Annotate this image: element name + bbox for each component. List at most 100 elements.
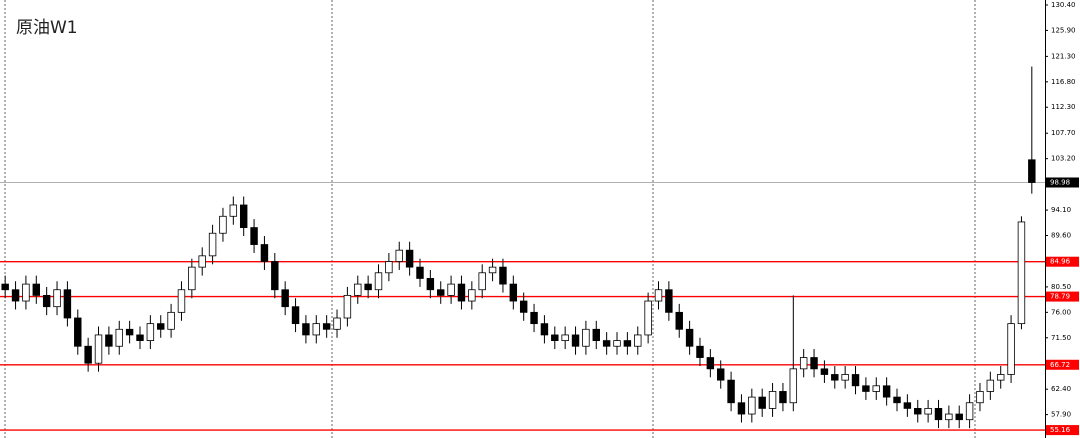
candle-body [177, 289, 186, 313]
level-box [1046, 256, 1079, 267]
candle-body [84, 345, 92, 364]
candle-body [416, 266, 424, 279]
y-tick-label: 130.40 [1051, 1, 1076, 9]
candle-body [634, 334, 642, 347]
candle-body [302, 323, 310, 336]
candle-body [799, 357, 808, 370]
candle-body [893, 396, 901, 404]
candle-body [509, 283, 518, 302]
candle-body [851, 374, 860, 387]
level-label: 78.79 [1050, 293, 1070, 301]
candle-body [519, 300, 528, 313]
candle-body [685, 328, 694, 347]
candle-body [540, 323, 549, 336]
candle-body [1, 283, 9, 291]
candle-body [468, 289, 476, 302]
candle-body [1007, 323, 1015, 375]
candle-body [343, 294, 352, 319]
candle-body [291, 306, 300, 325]
candle-body [654, 289, 663, 302]
candle-body [499, 266, 507, 285]
candle-body [924, 407, 932, 415]
candle-body [758, 396, 766, 409]
level-label: 66.72 [1050, 361, 1070, 369]
level-box [1046, 291, 1079, 302]
candle-body [976, 391, 984, 404]
candle-body [820, 368, 829, 375]
candle-body [354, 283, 362, 296]
candle-body [872, 385, 880, 392]
candle-body [789, 368, 798, 404]
candle-body [903, 402, 912, 409]
candle-body [986, 379, 995, 392]
candle-body [405, 249, 414, 268]
candle-body [229, 204, 238, 217]
candle-body [706, 357, 715, 370]
candle-body [146, 323, 155, 341]
candle-body [447, 283, 455, 296]
y-tick-label: 80.50 [1051, 283, 1071, 291]
candle-body [208, 232, 217, 257]
candle-body [53, 289, 61, 308]
y-tick-label: 103.20 [1051, 155, 1076, 163]
candle-body [322, 323, 331, 330]
candle-body [374, 272, 383, 291]
candle-body [42, 294, 51, 308]
candle-body [63, 289, 72, 319]
candle-body [602, 340, 611, 347]
candle-body [934, 407, 943, 421]
candle-body [644, 300, 652, 336]
y-tick-label: 116.80 [1051, 78, 1076, 86]
candle-body [457, 283, 466, 302]
candle-body [364, 283, 372, 291]
candle-body [1028, 159, 1036, 183]
candle-body [779, 391, 787, 404]
candle-body [551, 334, 559, 341]
level-label: 84.96 [1050, 258, 1071, 266]
y-tick-label: 112.30 [1051, 103, 1076, 111]
candle-body [188, 266, 196, 291]
candle-body [426, 278, 435, 291]
candle-body [488, 266, 497, 274]
level-box [1046, 425, 1079, 436]
y-tick-label: 121.30 [1051, 52, 1076, 60]
level-box [1046, 359, 1079, 370]
y-tick-label: 57.90 [1051, 411, 1071, 419]
candle-body [219, 215, 227, 234]
candle-body [333, 317, 341, 330]
candle-body [945, 413, 953, 421]
y-tick-label: 107.70 [1051, 129, 1076, 137]
current-price-label: 98.98 [1050, 179, 1070, 187]
y-tick-label: 71.50 [1051, 334, 1071, 342]
chart-title: 原油W1 [16, 18, 78, 38]
candle-body [74, 317, 82, 347]
candle-body [32, 283, 41, 296]
candle-body [105, 334, 113, 347]
candle-body [239, 204, 248, 228]
y-tick-label: 125.90 [1051, 26, 1076, 34]
candle-body [250, 227, 258, 245]
candle-body [281, 289, 289, 308]
candle-body [115, 328, 123, 347]
candle-body [882, 385, 891, 398]
candle-body [395, 249, 403, 262]
candle-body [727, 379, 735, 404]
level-label: 55.16 [1050, 426, 1071, 434]
candle-body [11, 289, 20, 302]
candle-body [271, 261, 279, 291]
y-tick-label: 76.00 [1051, 308, 1071, 316]
y-tick-label: 62.40 [1051, 385, 1071, 393]
candle-body [665, 289, 673, 313]
candle-body [157, 323, 165, 330]
candle-body [561, 334, 569, 341]
current-price-box [1046, 177, 1079, 188]
candle-body [623, 340, 632, 347]
candle-body [478, 272, 486, 291]
candle-body [125, 328, 134, 336]
candle-body [94, 334, 103, 364]
candle-body [136, 334, 144, 341]
candle-body [530, 311, 538, 325]
candle-body [385, 261, 393, 274]
